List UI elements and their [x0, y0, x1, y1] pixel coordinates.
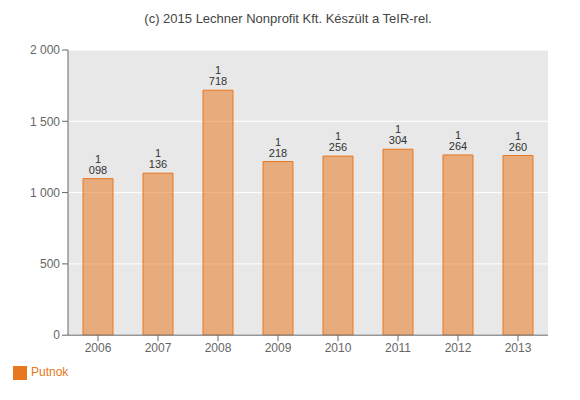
html-text:Putnok: Putnok	[31, 365, 69, 380]
svg-text:1718: 1718	[209, 64, 227, 87]
svg-text:1260: 1260	[509, 130, 527, 153]
svg-text:2010: 2010	[325, 341, 352, 355]
svg-text:1 000: 1 000	[30, 186, 60, 200]
svg-text:1304: 1304	[389, 123, 407, 146]
svg-text:2006: 2006	[85, 341, 112, 355]
svg-text:1218: 1218	[269, 136, 287, 159]
svg-text:1098: 1098	[89, 153, 107, 176]
svg-text:2007: 2007	[145, 341, 172, 355]
svg-text:2008: 2008	[205, 341, 232, 355]
svg-text:1 500: 1 500	[30, 115, 60, 129]
svg-text:2009: 2009	[265, 341, 292, 355]
svg-text:500: 500	[40, 257, 60, 271]
svg-text:2011: 2011	[385, 341, 411, 355]
svg-text:2012: 2012	[445, 341, 472, 355]
svg-text:1256: 1256	[329, 130, 347, 153]
html-text:(c) 2015 Lechner Nonprofit Kft: (c) 2015 Lechner Nonprofit Kft. Készült …	[144, 11, 432, 26]
svg-text:1136: 1136	[149, 147, 167, 170]
svg-text:2013: 2013	[505, 341, 532, 355]
svg-text:0: 0	[53, 328, 60, 342]
svg-text:2 000: 2 000	[30, 43, 60, 57]
svg-text:1264: 1264	[449, 129, 467, 152]
